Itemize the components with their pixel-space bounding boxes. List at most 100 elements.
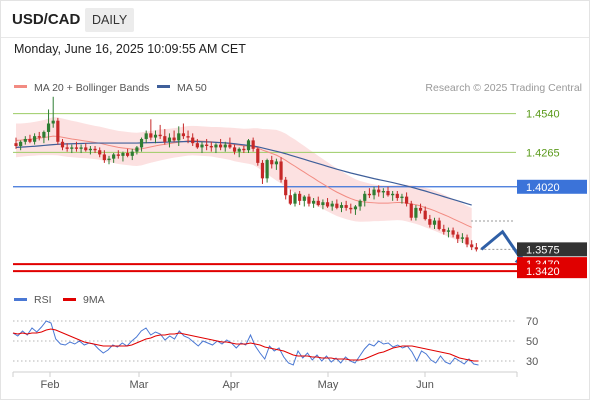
candle [56, 117, 60, 145]
candle-body [126, 153, 130, 156]
candle [28, 134, 32, 144]
candle [288, 189, 292, 206]
candle-body [344, 205, 348, 208]
candle [363, 191, 367, 207]
candle-body [274, 161, 278, 165]
candle [172, 130, 176, 142]
candle-body [363, 193, 367, 201]
candle [242, 146, 246, 154]
candle [414, 205, 418, 221]
candle [284, 176, 288, 200]
candle [367, 188, 371, 199]
candle [260, 160, 265, 184]
candle [437, 217, 441, 231]
candle [418, 203, 423, 214]
candle [60, 138, 65, 151]
candle-body [102, 154, 106, 161]
candle-body [339, 205, 344, 208]
rsi-line [12, 320, 479, 366]
candle [358, 199, 362, 211]
candle [381, 188, 385, 199]
candle [423, 206, 427, 221]
candle [126, 148, 130, 158]
candle-body [74, 147, 79, 149]
candle [237, 147, 241, 158]
timestamp: Monday, June 16, 2025 10:09:55 AM CET [14, 42, 246, 56]
candle-body [51, 120, 55, 124]
candle-body [79, 147, 83, 149]
candle [205, 138, 209, 151]
candle [79, 144, 83, 154]
candle-body [205, 144, 209, 146]
candle-body [293, 193, 297, 204]
candle-body [200, 144, 204, 148]
candle [153, 130, 158, 144]
candle [335, 199, 339, 210]
candle-body [465, 237, 469, 245]
candle [42, 130, 46, 144]
candle-body [316, 200, 320, 206]
candle-body [353, 206, 358, 210]
candle-body [400, 196, 404, 199]
candle-body [372, 189, 376, 196]
candle-body [288, 195, 292, 204]
candle [316, 196, 320, 207]
candle [37, 131, 41, 141]
candle-body [144, 133, 148, 139]
candle-body [260, 162, 265, 179]
candle-body [460, 237, 464, 239]
legend-swatch [157, 85, 170, 88]
candle-body [214, 144, 218, 148]
candle-body [451, 230, 455, 235]
candle-body [414, 207, 418, 218]
candle-body [56, 120, 60, 142]
candle [330, 200, 334, 211]
candle [460, 233, 464, 244]
candle-body [33, 136, 37, 142]
candle [65, 143, 69, 152]
candle [139, 137, 144, 152]
bollinger-band [16, 117, 472, 247]
candle [163, 129, 167, 145]
candle [98, 147, 102, 158]
candle [270, 155, 274, 169]
candle [209, 141, 213, 152]
candle [102, 150, 106, 163]
candle-body [163, 136, 167, 142]
candle-body [270, 160, 274, 165]
candle-body [135, 147, 139, 152]
candle [93, 146, 97, 154]
candle-body [65, 147, 69, 149]
candle [23, 136, 27, 145]
candle [116, 150, 120, 159]
candle [339, 202, 344, 213]
candle-body [223, 144, 227, 148]
candle-body [358, 200, 362, 207]
candle-body [432, 220, 437, 225]
candle-body [158, 134, 162, 137]
candle-body [437, 220, 441, 229]
timeframe-button[interactable]: DAILY [85, 8, 135, 32]
candle [344, 200, 348, 211]
candle [112, 153, 116, 163]
candle-body [330, 203, 334, 207]
candle [400, 193, 404, 204]
candle [84, 143, 88, 152]
candle-body [130, 151, 134, 156]
candle [428, 214, 432, 228]
candle [214, 143, 218, 154]
candle-body [172, 137, 176, 141]
credit-text: Research © 2025 Trading Central [425, 82, 582, 94]
candle-body [139, 138, 144, 148]
candle [19, 140, 23, 151]
candle [149, 119, 153, 141]
candle-body [428, 219, 432, 225]
projection-arrow [480, 229, 525, 264]
candle-body [167, 137, 172, 142]
level-label: 1.4540 [526, 109, 560, 121]
candle [349, 203, 353, 214]
candle [442, 224, 446, 235]
candle-body [409, 203, 413, 218]
candle [46, 109, 51, 141]
candle-body [209, 146, 213, 148]
